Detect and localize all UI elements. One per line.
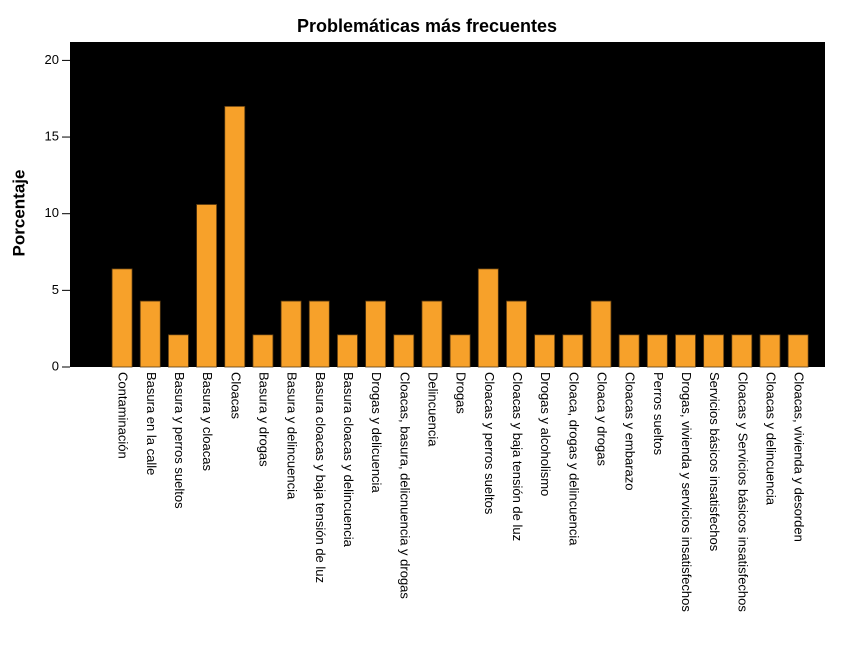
bar <box>562 334 584 368</box>
bar <box>506 300 527 368</box>
x-tick-label: Basura y drogas <box>256 372 271 467</box>
bar <box>787 334 809 368</box>
x-tick-label: Cloacas y perros sueltos <box>482 372 497 515</box>
y-tick-label: 20 <box>45 52 59 67</box>
x-tick-label: Contaminación <box>116 372 131 459</box>
bar <box>590 300 612 368</box>
x-tick-label: Drogas y delicuencia <box>369 372 384 493</box>
x-tick-label: Basura y cloacas <box>200 372 215 471</box>
bar <box>703 334 725 368</box>
y-tick-label: 5 <box>52 282 59 297</box>
bar <box>252 334 274 368</box>
x-tick-label: Cloacas y baja tensión de luz <box>510 372 525 541</box>
bar <box>365 300 387 368</box>
x-tick-label: Perros sueltos <box>651 372 666 456</box>
x-tick-label: Drogas <box>454 372 469 414</box>
x-tick-label: Cloacas y embarazo <box>623 372 638 491</box>
bar <box>393 334 415 368</box>
x-tick-label: Drogas, vivienda y servicios insatisfech… <box>679 372 694 612</box>
x-tick-label: Cloacas y delincuencia <box>764 372 779 506</box>
x-tick-label: Cloacas y Servicios básicos insatisfecho… <box>735 372 750 612</box>
bar <box>421 300 443 368</box>
x-tick-label: Cloacas <box>228 372 243 419</box>
bar <box>477 268 499 368</box>
y-axis-label: Porcentaje <box>9 170 28 257</box>
bar <box>675 334 696 368</box>
bar <box>308 300 330 368</box>
x-tick-label: Basura cloacas y baja tensión de luz <box>313 372 328 583</box>
bar <box>196 204 217 368</box>
bar <box>111 268 133 368</box>
bar <box>280 300 302 368</box>
x-tick-label: Basura y perros sueltos <box>172 372 187 509</box>
x-tick-label: Cloacas, vivienda y desorden <box>792 372 807 542</box>
x-tick-label: Basura cloacas y delincuencia <box>341 372 356 548</box>
x-tick-label: Basura en la calle <box>144 372 159 475</box>
bar <box>646 334 668 368</box>
x-tick-label: Cloaca, drogas y delincuencia <box>566 372 581 546</box>
x-tick-label: Cloacas, basura, delicnuencia y drogas <box>397 372 412 599</box>
bar <box>534 334 556 368</box>
x-tick-label: Cloaca y drogas <box>595 372 610 466</box>
bar <box>759 334 781 368</box>
x-tick-label: Drogas y alcoholismo <box>538 372 553 496</box>
bar <box>224 105 246 368</box>
y-tick-label: 15 <box>45 128 59 143</box>
bar <box>618 334 640 368</box>
y-tick-label: 10 <box>45 205 59 220</box>
bar <box>731 334 753 368</box>
x-tick-label: Delincuencia <box>426 372 441 447</box>
bar <box>337 334 358 368</box>
bar <box>168 334 189 368</box>
bar <box>449 334 471 368</box>
x-tick-label: Servicios básicos insatisfechos <box>707 372 722 552</box>
chart-title: Problemáticas más frecuentes <box>297 16 557 36</box>
plot-area <box>70 42 825 367</box>
bar <box>139 300 161 368</box>
y-tick-label: 0 <box>52 358 59 373</box>
x-tick-label: Basura y delincuencia <box>285 372 300 500</box>
